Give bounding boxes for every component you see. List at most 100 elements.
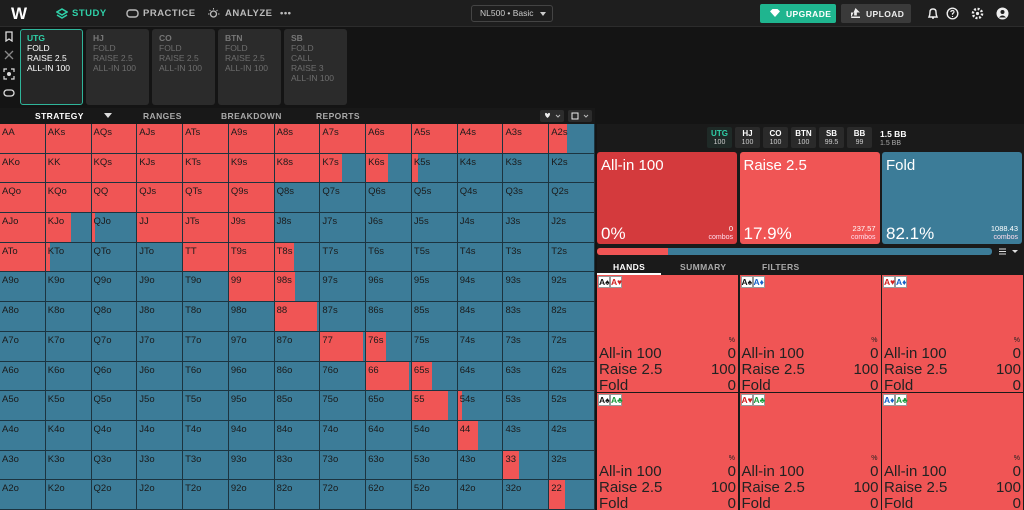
hand-cell[interactable]: 44 bbox=[457, 420, 504, 451]
stack-box[interactable]: UTG 100 bbox=[707, 127, 732, 148]
hand-cell[interactable]: 85o bbox=[274, 391, 321, 421]
hand-cell[interactable]: 93o bbox=[228, 450, 275, 481]
hand-cell[interactable]: J8s bbox=[274, 213, 321, 243]
strategy-tab[interactable]: STRATEGY bbox=[35, 111, 84, 121]
hand-cell[interactable]: JTo bbox=[137, 242, 184, 273]
combo-cell[interactable]: A♥ A♦% All-in 100 0 Raise 2.5 100 Fold 0 bbox=[882, 275, 1023, 394]
hands-tab[interactable]: SUMMARY bbox=[680, 262, 727, 272]
hand-cell[interactable]: T4s bbox=[457, 242, 504, 273]
hand-cell[interactable]: 62o bbox=[366, 480, 412, 510]
hand-cell[interactable]: A5s bbox=[411, 124, 458, 154]
hand-cell[interactable]: JJ bbox=[137, 213, 184, 243]
hand-cell[interactable]: Q6o bbox=[91, 361, 138, 392]
hand-cell[interactable]: 95o bbox=[228, 391, 275, 421]
hand-cell[interactable]: KJs bbox=[137, 153, 184, 184]
hand-cell[interactable]: AJo bbox=[0, 213, 46, 243]
hand-cell[interactable]: K4s bbox=[457, 153, 504, 184]
hand-cell[interactable]: K3s bbox=[503, 153, 550, 184]
hand-cell[interactable]: J4o bbox=[137, 420, 184, 451]
hand-cell[interactable]: JTs bbox=[183, 213, 229, 243]
hand-cell[interactable]: KJo bbox=[45, 213, 92, 243]
hand-cell[interactable]: 95s bbox=[411, 272, 458, 303]
hand-cell[interactable]: 75o bbox=[320, 391, 367, 421]
hand-cell[interactable]: Q4s bbox=[457, 183, 504, 214]
action-card[interactable]: SB FOLD CALL RAISE 3 ALL-IN 100 bbox=[284, 29, 347, 105]
hand-cell[interactable]: Q3s bbox=[503, 183, 550, 214]
hand-cell[interactable]: 72s bbox=[549, 331, 595, 362]
action-summary[interactable]: Fold 82.1% 1088.43 combos bbox=[882, 152, 1022, 244]
strategy-tab[interactable]: REPORTS bbox=[316, 111, 360, 121]
hand-cell[interactable]: T5s bbox=[411, 242, 458, 273]
hand-cell[interactable]: T9s bbox=[228, 242, 275, 273]
hand-cell[interactable]: A5o bbox=[0, 391, 46, 421]
hand-cell[interactable]: Q5o bbox=[91, 391, 138, 421]
hand-cell[interactable]: J8o bbox=[137, 302, 184, 332]
hand-cell[interactable]: 98o bbox=[228, 302, 275, 332]
hand-cell[interactable]: J6s bbox=[366, 213, 412, 243]
hand-cell[interactable]: 77 bbox=[320, 331, 367, 362]
game-selector[interactable]: NL500 • Basic bbox=[471, 5, 553, 22]
hand-cell[interactable]: A6s bbox=[366, 124, 412, 154]
bookmark-icon[interactable] bbox=[4, 31, 14, 42]
hand-cell[interactable]: J6o bbox=[137, 361, 184, 392]
nav-tab[interactable]: PRACTICE bbox=[143, 8, 196, 19]
combo-cell[interactable]: A♠ A♦% All-in 100 0 Raise 2.5 100 Fold 0 bbox=[739, 275, 881, 394]
bell-icon[interactable] bbox=[927, 7, 939, 20]
hand-cell[interactable]: J3s bbox=[503, 213, 550, 243]
hand-cell[interactable]: 73s bbox=[503, 331, 550, 362]
settings-icon[interactable] bbox=[971, 7, 984, 20]
hand-cell[interactable]: T8o bbox=[183, 302, 229, 332]
hand-cell[interactable]: ATs bbox=[183, 124, 229, 154]
hand-cell[interactable]: J9o bbox=[137, 272, 184, 303]
hand-cell[interactable]: A9s bbox=[228, 124, 275, 154]
hand-cell[interactable]: T3s bbox=[503, 242, 550, 273]
hand-cell[interactable]: 96s bbox=[366, 272, 412, 303]
hand-cell[interactable]: 42s bbox=[549, 420, 595, 451]
hand-cell[interactable]: Q5s bbox=[411, 183, 458, 214]
hand-cell[interactable]: 97s bbox=[320, 272, 367, 303]
combo-cell[interactable]: A♦ A♣% All-in 100 0 Raise 2.5 100 Fold 0 bbox=[882, 393, 1023, 510]
hand-cell[interactable]: AA bbox=[0, 124, 46, 154]
hand-cell[interactable]: T4o bbox=[183, 420, 229, 451]
hand-cell[interactable]: A2s bbox=[549, 124, 595, 154]
hand-cell[interactable]: QTs bbox=[183, 183, 229, 214]
action-card[interactable]: HJ FOLD RAISE 2.5 ALL-IN 100 bbox=[86, 29, 149, 105]
hand-cell[interactable]: KQo bbox=[45, 183, 92, 214]
hand-cell[interactable]: K9s bbox=[228, 153, 275, 184]
hand-cell[interactable]: K5o bbox=[45, 391, 92, 421]
hand-cell[interactable]: 92s bbox=[549, 272, 595, 303]
hand-cell[interactable]: 53o bbox=[411, 450, 458, 481]
hand-cell[interactable]: 52o bbox=[411, 480, 458, 510]
hand-cell[interactable]: J2s bbox=[549, 213, 595, 243]
hand-cell[interactable]: A9o bbox=[0, 272, 46, 303]
hand-cell[interactable]: Q2o bbox=[91, 480, 138, 510]
hand-cell[interactable]: K6o bbox=[45, 361, 92, 392]
hand-cell[interactable]: 82o bbox=[274, 480, 321, 510]
hand-cell[interactable]: J2o bbox=[137, 480, 184, 510]
action-card[interactable]: UTG FOLD RAISE 2.5 ALL-IN 100 bbox=[20, 29, 83, 105]
hand-cell[interactable]: ATo bbox=[0, 242, 46, 273]
hand-cell[interactable]: K3o bbox=[45, 450, 92, 481]
hand-cell[interactable]: Q6s bbox=[366, 183, 412, 214]
hands-tab[interactable]: FILTERS bbox=[762, 262, 800, 272]
hand-cell[interactable]: 93s bbox=[503, 272, 550, 303]
hand-cell[interactable]: 97o bbox=[228, 331, 275, 362]
hand-cell[interactable]: A7s bbox=[320, 124, 367, 154]
hand-cell[interactable]: A3o bbox=[0, 450, 46, 481]
hand-cell[interactable]: A4o bbox=[0, 420, 46, 451]
hand-cell[interactable]: A8o bbox=[0, 302, 46, 332]
hand-cell[interactable]: K2s bbox=[549, 153, 595, 184]
hand-cell[interactable]: 33 bbox=[503, 450, 550, 481]
hand-cell[interactable]: T5o bbox=[183, 391, 229, 421]
hand-cell[interactable]: J7o bbox=[137, 331, 184, 362]
hand-cell[interactable]: AQs bbox=[91, 124, 138, 154]
hand-cell[interactable]: 75s bbox=[411, 331, 458, 362]
hand-cell[interactable]: 54s bbox=[457, 391, 504, 421]
logo[interactable]: W bbox=[10, 4, 28, 23]
hand-cell[interactable]: A6o bbox=[0, 361, 46, 392]
hand-cell[interactable]: Q2s bbox=[549, 183, 595, 214]
hand-cell[interactable]: K4o bbox=[45, 420, 92, 451]
hand-cell[interactable]: 94o bbox=[228, 420, 275, 451]
stack-box[interactable]: CO 100 bbox=[763, 127, 788, 148]
hand-cell[interactable]: 32o bbox=[503, 480, 550, 510]
